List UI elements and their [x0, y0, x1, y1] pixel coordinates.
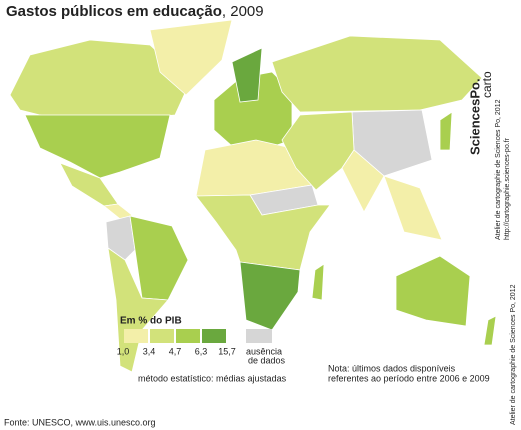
madagascar [311, 263, 325, 301]
legend-no-data-label: ausência [246, 346, 282, 356]
title-year: , 2009 [222, 3, 264, 20]
source: Fonte: UNESCO, www.uis.unesco.org [4, 417, 156, 427]
credit-url: http://cartographie.sciences-po.fr [504, 137, 511, 240]
credit-atelier: Atelier de cartographie de Sciences Po, … [495, 99, 502, 240]
legend-break-label: 6,3 [195, 346, 208, 356]
scandinavia [231, 47, 263, 103]
legend-no-data-label: de dados [248, 355, 286, 365]
usa [24, 114, 171, 179]
southeast-asia [383, 175, 443, 241]
southern-africa [239, 261, 301, 331]
legend-break-label: 1,0 [117, 346, 130, 356]
logo: SciencesPo. [467, 78, 482, 155]
legend-swatch [124, 329, 148, 343]
legend-break-label: 4,7 [169, 346, 182, 356]
legend-swatch [150, 329, 174, 343]
andes [105, 215, 136, 261]
carto-label: carto [480, 71, 494, 98]
japan [439, 111, 453, 151]
legend-swatch [202, 329, 226, 343]
title-main: Gastos públicos em educação [6, 3, 222, 20]
russia [271, 35, 483, 113]
legend-swatches: 1,0 3,4 4,7 6,3 15,7 [117, 329, 236, 356]
greenland [149, 19, 233, 96]
australia [395, 255, 471, 327]
note: referentes ao período entre 2006 e 2009 [328, 373, 490, 383]
legend-swatch [176, 329, 200, 343]
legend-break-label: 15,7 [218, 346, 236, 356]
title: Gastos públicos em educação, 2009 [6, 3, 264, 20]
legend: Em % do PIB 1,0 3,4 4,7 6,3 15,7 ausência de… [117, 316, 286, 366]
legend-title: Em % do PIB [120, 316, 182, 327]
brazil [129, 215, 189, 301]
credit-side: Atelier de cartographie de Sciences Po, … [510, 284, 517, 425]
world-map [9, 19, 497, 373]
legend-no-data-swatch [246, 329, 272, 343]
central-africa [195, 194, 331, 271]
legend-break-label: 3,4 [143, 346, 156, 356]
new-zealand [483, 315, 497, 346]
note: Nota: últimos dados disponíveis [328, 363, 456, 373]
method: método estatístico: médias ajustadas [138, 373, 287, 383]
